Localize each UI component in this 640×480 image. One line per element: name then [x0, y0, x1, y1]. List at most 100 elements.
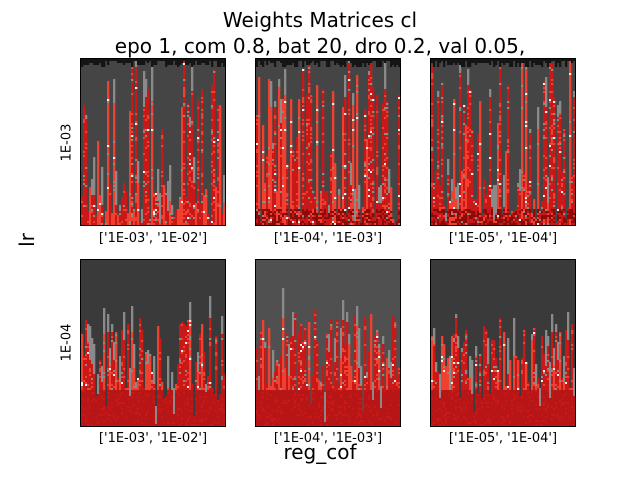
- heatmap-cell: [262, 165, 265, 168]
- heatmap-cell: [213, 119, 216, 122]
- heatmap-cell: [284, 143, 287, 146]
- heatmap-cell: [308, 157, 311, 160]
- heatmap-cell: [382, 135, 385, 138]
- heatmap-cell: [125, 221, 128, 224]
- heatmap-cell: [266, 175, 269, 178]
- heatmap-cell: [390, 189, 393, 192]
- heatmap-cell: [324, 59, 327, 61]
- heatmap-cell: [396, 221, 399, 224]
- heatmap-cell: [145, 201, 148, 204]
- heatmap-cell: [99, 59, 102, 63]
- heatmap-cell: [165, 223, 168, 225]
- heatmap-cell: [219, 173, 222, 176]
- heatmap-cell: [292, 187, 295, 190]
- heatmap-cell: [193, 201, 196, 204]
- heatmap-cell: [306, 123, 309, 126]
- heatmap-cell: [209, 223, 212, 225]
- heatmap-cell: [211, 151, 214, 154]
- heatmap-cell: [197, 159, 200, 162]
- heatmap-cell: [113, 141, 116, 144]
- heatmap-cell: [153, 209, 156, 212]
- heatmap-cell: [274, 147, 277, 150]
- heatmap-cell: [306, 221, 309, 224]
- heatmap-cell: [169, 209, 172, 212]
- heatmap-cell: [358, 223, 361, 225]
- heatmap-cell: [352, 137, 355, 140]
- heatmap-cell: [282, 219, 285, 222]
- heatmap-cell: [191, 91, 194, 94]
- heatmap-cell: [258, 117, 261, 120]
- heatmap-cell: [191, 165, 194, 168]
- heatmap-cell: [342, 119, 345, 122]
- heatmap-cell: [284, 173, 287, 176]
- heatmap-cell: [107, 167, 110, 170]
- heatmap-cell: [131, 207, 134, 210]
- heatmap-cell: [83, 141, 86, 144]
- heatmap-cell: [258, 81, 261, 84]
- heatmap-cell: [165, 221, 168, 224]
- heatmap-cell: [292, 175, 295, 178]
- heatmap-cell: [147, 119, 150, 122]
- heatmap-cell: [143, 173, 146, 176]
- heatmap-cell: [217, 191, 220, 194]
- heatmap-cell: [197, 163, 200, 166]
- heatmap-cell: [268, 183, 271, 186]
- heatmap-cell: [378, 221, 381, 224]
- heatmap-cell: [384, 107, 387, 110]
- heatmap-cell: [370, 199, 373, 202]
- heatmap-cell: [302, 201, 305, 204]
- heatmap-cell: [147, 131, 150, 134]
- heatmap-cell: [344, 153, 347, 156]
- heatmap-cell: [143, 161, 146, 164]
- heatmap-cell: [370, 185, 373, 188]
- heatmap-cell: [322, 125, 325, 128]
- heatmap-cell: [308, 155, 311, 158]
- heatmap-cell: [266, 189, 269, 192]
- heatmap-cell: [296, 219, 299, 222]
- heatmap-cell: [123, 191, 126, 194]
- heatmap-cell: [191, 59, 194, 91]
- heatmap-cell: [382, 163, 385, 166]
- heatmap-cell: [368, 79, 371, 82]
- heatmap-cell: [302, 153, 305, 156]
- heatmap-cell: [278, 121, 281, 124]
- heatmap-cell: [292, 201, 295, 204]
- heatmap-cell: [157, 221, 160, 224]
- heatmap-cell: [356, 109, 359, 112]
- heatmap-cell: [268, 219, 271, 222]
- heatmap-cell: [366, 171, 369, 174]
- heatmap-cell: [384, 175, 387, 178]
- heatmap-cell: [376, 177, 379, 180]
- heatmap-cell: [217, 111, 220, 114]
- heatmap-cell: [316, 153, 319, 156]
- heatmap-cell: [217, 113, 220, 116]
- heatmap-cell: [107, 103, 110, 106]
- heatmap-cell: [344, 119, 347, 122]
- heatmap-cell: [284, 139, 287, 142]
- heatmap-cell: [211, 145, 214, 148]
- heatmap-cell: [135, 219, 138, 222]
- heatmap-cell: [145, 165, 148, 168]
- heatmap-cell: [310, 177, 313, 180]
- heatmap-cell: [366, 169, 369, 172]
- heatmap-cell: [113, 163, 116, 166]
- heatmap-cell: [89, 215, 92, 218]
- heatmap-cell: [356, 195, 359, 198]
- heatmap-cell: [145, 59, 148, 61]
- heatmap-cell: [151, 123, 154, 126]
- heatmap-cell: [199, 205, 202, 208]
- heatmap-cell: [310, 125, 313, 128]
- heatmap-cell: [107, 81, 110, 84]
- heatmap-cell: [266, 177, 269, 180]
- heatmap-cell: [334, 191, 337, 194]
- heatmap-cell: [372, 93, 375, 96]
- heatmap-cell: [99, 207, 102, 210]
- heatmap-cell: [376, 207, 379, 210]
- heatmap-cell: [129, 181, 132, 184]
- heatmap-cell: [336, 215, 339, 218]
- heatmap-cell: [103, 59, 106, 67]
- heatmap-cell: [181, 149, 184, 152]
- heatmap-cell: [145, 175, 148, 178]
- heatmap-cell: [322, 93, 325, 96]
- heatmap-cell: [129, 213, 132, 216]
